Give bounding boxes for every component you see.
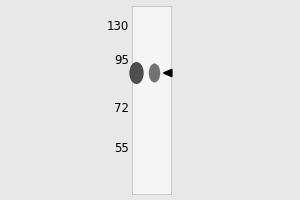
Polygon shape: [164, 69, 172, 77]
Text: 130: 130: [107, 20, 129, 32]
Ellipse shape: [129, 62, 144, 84]
Text: 95: 95: [114, 53, 129, 66]
Text: 55: 55: [114, 142, 129, 154]
FancyBboxPatch shape: [132, 6, 171, 194]
Text: 72: 72: [114, 102, 129, 114]
Ellipse shape: [149, 64, 160, 82]
